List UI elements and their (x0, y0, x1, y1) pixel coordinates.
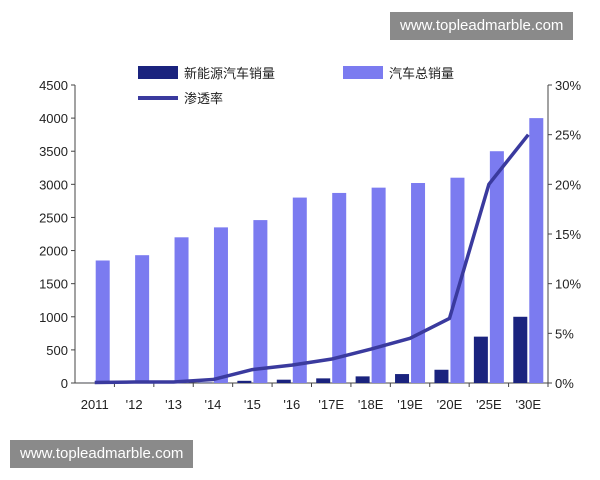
y-left-tick-label: 4500 (39, 78, 68, 93)
y-left-tick-label: 1500 (39, 277, 68, 292)
penetration-line (94, 133, 530, 385)
x-tick-label: '17E (318, 397, 344, 412)
x-tick-label: '20E (437, 397, 463, 412)
bar-new-energy-sales (434, 369, 449, 383)
y-right-tick-label: 0% (555, 376, 574, 391)
bar-total-sales (95, 260, 110, 383)
legend-swatch-new-energy (138, 66, 178, 79)
legend-label-penetration: 渗透率 (184, 91, 223, 107)
y-left-tick-label: 3000 (39, 177, 68, 192)
bar-new-energy-sales (316, 378, 331, 383)
bar-new-energy-sales (473, 336, 488, 383)
y-left-tick-label: 4000 (39, 111, 68, 126)
bar-total-sales (213, 227, 228, 383)
watermark-top: www.topleadmarble.com (390, 12, 574, 40)
y-right-tick-label: 15% (555, 227, 581, 242)
x-tick-label: '12 (126, 397, 143, 412)
y-right-tick-label: 10% (555, 277, 581, 292)
y-right-tick-label: 20% (555, 177, 581, 192)
bar-total-sales (292, 197, 307, 383)
bar-total-sales (450, 177, 465, 383)
x-tick-label: '13 (165, 397, 182, 412)
y-right-tick-label: 5% (555, 326, 574, 341)
bar-total-sales (174, 237, 189, 383)
legend-label-total: 汽车总销量 (389, 66, 454, 82)
x-tick-label: 2011 (81, 397, 109, 412)
watermark-bottom: www.topleadmarble.com (10, 440, 194, 468)
y-left-tick-label: 3500 (39, 144, 68, 159)
x-tick-label: '30E (515, 397, 541, 412)
y-left-tick-label: 2500 (39, 210, 68, 225)
bar-total-sales (253, 220, 268, 383)
bar-new-energy-sales (276, 379, 291, 383)
x-tick-label: '25E (476, 397, 502, 412)
bar-new-energy-sales (355, 376, 370, 383)
x-tick-label: '15 (244, 397, 261, 412)
bar-total-sales (489, 151, 504, 383)
bar-total-sales (135, 255, 150, 383)
bar-total-sales (411, 183, 426, 383)
bar-total-sales (529, 118, 544, 383)
x-tick-label: '14 (204, 397, 221, 412)
bar-new-energy-sales (513, 316, 528, 383)
bar-total-sales (332, 192, 347, 383)
y-left-tick-label: 2000 (39, 244, 68, 259)
bar-new-energy-sales (395, 374, 410, 383)
x-tick-label: '16 (283, 397, 300, 412)
y-right-tick-label: 30% (555, 78, 581, 93)
x-tick-label: '19E (397, 397, 423, 412)
bar-new-energy-sales (237, 380, 252, 383)
y-left-tick-label: 500 (46, 343, 68, 358)
bar-total-sales (371, 187, 386, 383)
legend-swatch-total (343, 66, 383, 79)
y-left-tick-label: 1000 (39, 310, 68, 325)
x-tick-label: '18E (358, 397, 384, 412)
legend-label-new-energy: 新能源汽车销量 (184, 66, 275, 82)
bar-new-energy-sales (197, 382, 212, 383)
y-right-tick-label: 25% (555, 128, 581, 143)
y-left-tick-label: 0 (61, 376, 68, 391)
